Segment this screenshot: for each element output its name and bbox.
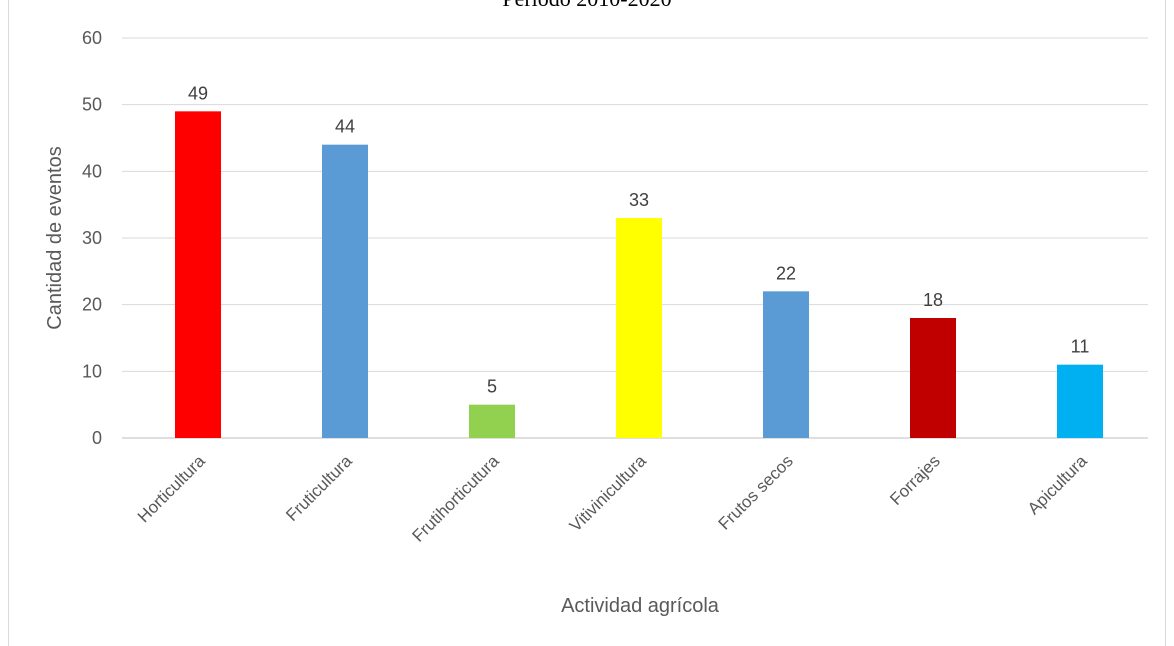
- x-tick-label: Frutihorticutura: [409, 451, 504, 546]
- data-label: 5: [487, 377, 497, 397]
- y-tick-label: 50: [82, 95, 102, 115]
- bar: [322, 144, 368, 438]
- y-tick-label: 0: [92, 428, 102, 448]
- x-tick-label: Apicultura: [1024, 451, 1091, 518]
- bar: [910, 318, 956, 438]
- x-tick-label: Horticultura: [134, 451, 209, 526]
- data-labels: 49 44 5 33 22 18 11: [188, 83, 1089, 396]
- data-label: 33: [629, 190, 649, 210]
- y-tick-label: 60: [82, 28, 102, 48]
- x-tick-label: Vitivinicultura: [566, 451, 650, 535]
- bar: [469, 404, 515, 438]
- y-tick-label: 10: [82, 361, 102, 381]
- y-tick-label: 20: [82, 295, 102, 315]
- x-tick-label: Forrajes: [886, 451, 944, 509]
- y-tick-labels: 0 10 20 30 40 50 60: [82, 28, 102, 448]
- bar: [175, 111, 221, 438]
- data-label: 11: [1071, 337, 1090, 357]
- bars: [175, 111, 1103, 438]
- x-axis-title: Actividad agrícola: [561, 595, 720, 617]
- data-label: 49: [188, 83, 208, 103]
- x-tick-label: Frutos secos: [715, 451, 797, 533]
- bar: [763, 291, 809, 438]
- frame-border-left: [8, 0, 9, 646]
- x-tick-labels: Horticultura Fruticultura Frutihorticutura…: [134, 451, 1091, 546]
- y-tick-label: 30: [82, 228, 102, 248]
- y-axis-title: Cantidad de eventos: [44, 146, 66, 329]
- data-label: 18: [923, 290, 943, 310]
- y-tick-label: 40: [82, 161, 102, 181]
- x-tick-label: Fruticultura: [282, 451, 356, 525]
- data-label: 22: [776, 263, 796, 283]
- bar: [1057, 364, 1103, 438]
- bar: [616, 218, 662, 438]
- frame-border-right: [1165, 0, 1166, 646]
- data-label: 44: [335, 117, 355, 137]
- chart-title: Período 2010-2020: [0, 0, 1174, 12]
